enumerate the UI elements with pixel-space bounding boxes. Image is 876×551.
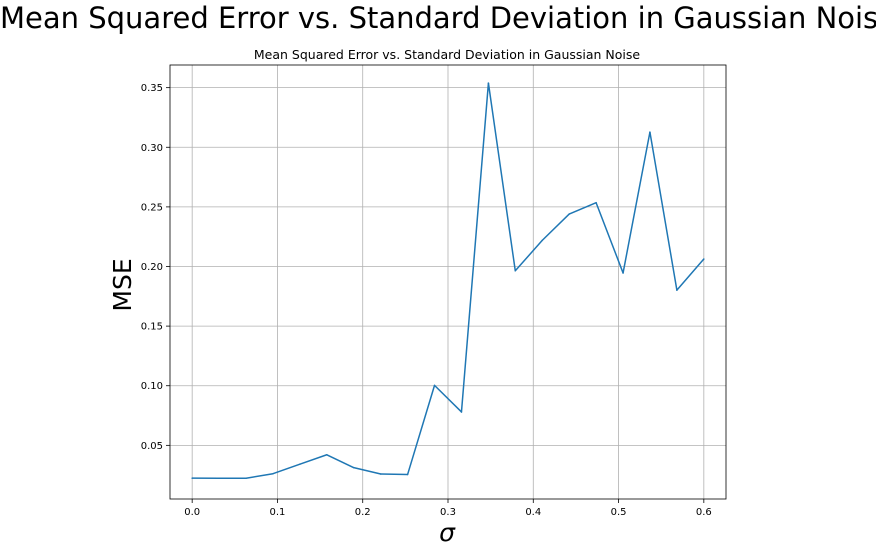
data-point: [460, 411, 463, 413]
series-points: [191, 82, 705, 480]
x-tick-label: 0.0: [184, 507, 200, 518]
y-axis-label: MSE: [108, 258, 137, 311]
axes-title: Mean Squared Error vs. Standard Deviatio…: [254, 47, 641, 62]
data-point: [406, 473, 409, 476]
y-tick-label: 0.10: [141, 381, 163, 392]
x-axis-ticks: 0.0 0.1 0.2 0.3 0.4 0.5 0.6: [184, 499, 712, 518]
x-tick-label: 0.5: [611, 507, 627, 518]
x-axis-label: σ: [439, 518, 456, 547]
y-tick-label: 0.30: [141, 143, 163, 154]
x-tick-label: 0.6: [696, 507, 712, 518]
data-point: [245, 477, 247, 480]
x-tick-label: 0.2: [355, 507, 371, 518]
data-point: [379, 473, 382, 475]
x-tick-label: 0.4: [525, 507, 541, 518]
y-tick-label: 0.25: [141, 202, 163, 213]
series-line-mse: [192, 82, 705, 479]
data-point: [326, 454, 328, 456]
data-point: [487, 82, 490, 84]
y-axis-ticks: 0.05 0.10 0.15 0.20 0.25 0.30 0.35: [141, 83, 170, 452]
x-tick-label: 0.1: [269, 507, 285, 518]
grid-lines: [170, 65, 726, 499]
y-tick-label: 0.05: [141, 441, 163, 452]
data-point: [649, 131, 651, 133]
figure-suptitle: Mean Squared Error vs. Standard Deviatio…: [0, 1, 876, 35]
data-point: [353, 466, 355, 469]
data-point: [299, 463, 301, 465]
data-point: [568, 213, 570, 215]
data-point: [676, 289, 678, 291]
data-point: [191, 477, 193, 479]
x-tick-label: 0.3: [440, 507, 456, 518]
data-point: [595, 201, 597, 204]
data-point: [541, 239, 543, 242]
data-point: [703, 258, 705, 260]
y-tick-label: 0.35: [141, 83, 163, 94]
data-point: [433, 384, 436, 387]
data-point: [272, 472, 274, 475]
data-point: [514, 270, 517, 272]
y-tick-label: 0.20: [141, 262, 163, 273]
y-tick-label: 0.15: [141, 322, 163, 333]
data-point: [218, 477, 220, 480]
data-point: [622, 272, 624, 274]
